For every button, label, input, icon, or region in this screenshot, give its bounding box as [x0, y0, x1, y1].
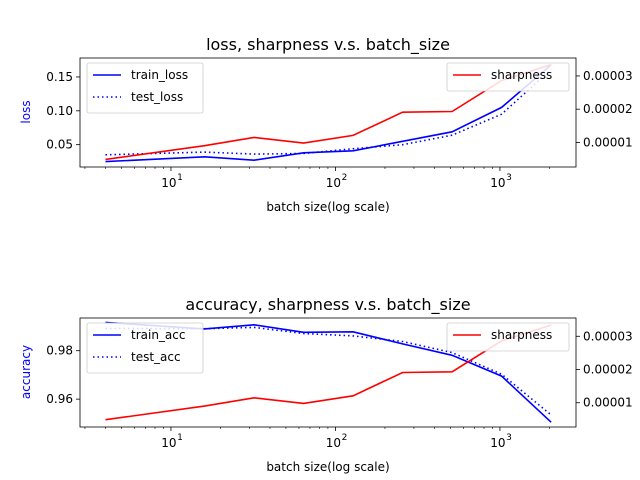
x-tick-exponent: 1 [177, 173, 183, 183]
x-tick-exponent: 1 [177, 433, 183, 443]
x-tick-label: 10 [490, 436, 505, 450]
x-tick-label: 10 [326, 436, 341, 450]
legend-label: train_acc [131, 328, 185, 342]
series-line-test-acc [105, 326, 552, 416]
series-line-train-acc [105, 321, 552, 423]
x-tick-label: 10 [161, 176, 176, 190]
y2-tick-label: 0.00002 [583, 102, 633, 116]
y2-tick-label: 0.00003 [583, 69, 633, 83]
x-axis-label: batch size(log scale) [266, 200, 389, 214]
x-tick-label: 10 [161, 436, 176, 450]
plot-marks: 10 1 10 2 10 30.960.980.000010.000020.00003tr… [46, 317, 633, 450]
x-tick-exponent: 2 [342, 173, 348, 183]
y2-tick-label: 0.00001 [583, 396, 633, 410]
legend-label: sharpness [491, 328, 552, 342]
legend-label: test_acc [131, 350, 181, 364]
y2-tick-label: 0.00001 [583, 135, 633, 149]
series-line-test-loss [105, 68, 552, 156]
legend-label: test_loss [131, 90, 183, 104]
legend-label: train_loss [131, 68, 188, 82]
y2-tick-label: 0.00003 [583, 329, 633, 343]
legend-right [446, 62, 570, 92]
y-tick-label: 0.96 [46, 392, 73, 406]
series-line-train-loss [105, 64, 552, 163]
y-tick-label: 0.10 [46, 104, 73, 118]
y-tick-label: 0.98 [46, 344, 73, 358]
y-tick-label: 0.15 [46, 70, 73, 84]
legend-right [446, 322, 570, 352]
accuracy-panel: accuracy, sharpness v.s. batch_size accu… [19, 295, 633, 474]
x-tick-label: 10 [490, 176, 505, 190]
y-axis-label: loss [19, 100, 33, 123]
plot-marks: 10 1 10 2 10 30.050.100.150.000010.000020.000… [46, 57, 633, 190]
x-tick-exponent: 2 [342, 433, 348, 443]
y2-tick-label: 0.00002 [583, 363, 633, 377]
x-axis-label: batch size(log scale) [266, 460, 389, 474]
chart-title: accuracy, sharpness v.s. batch_size [185, 295, 470, 315]
y-tick-label: 0.05 [46, 138, 73, 152]
chart-title: loss, sharpness v.s. batch_size [206, 35, 450, 55]
x-tick-label: 10 [326, 176, 341, 190]
x-tick-exponent: 3 [506, 173, 512, 183]
loss-panel: loss, sharpness v.s. batch_size loss bat… [19, 35, 633, 214]
x-tick-exponent: 3 [506, 433, 512, 443]
legend-label: sharpness [491, 68, 552, 82]
y-axis-label: accuracy [19, 345, 33, 399]
